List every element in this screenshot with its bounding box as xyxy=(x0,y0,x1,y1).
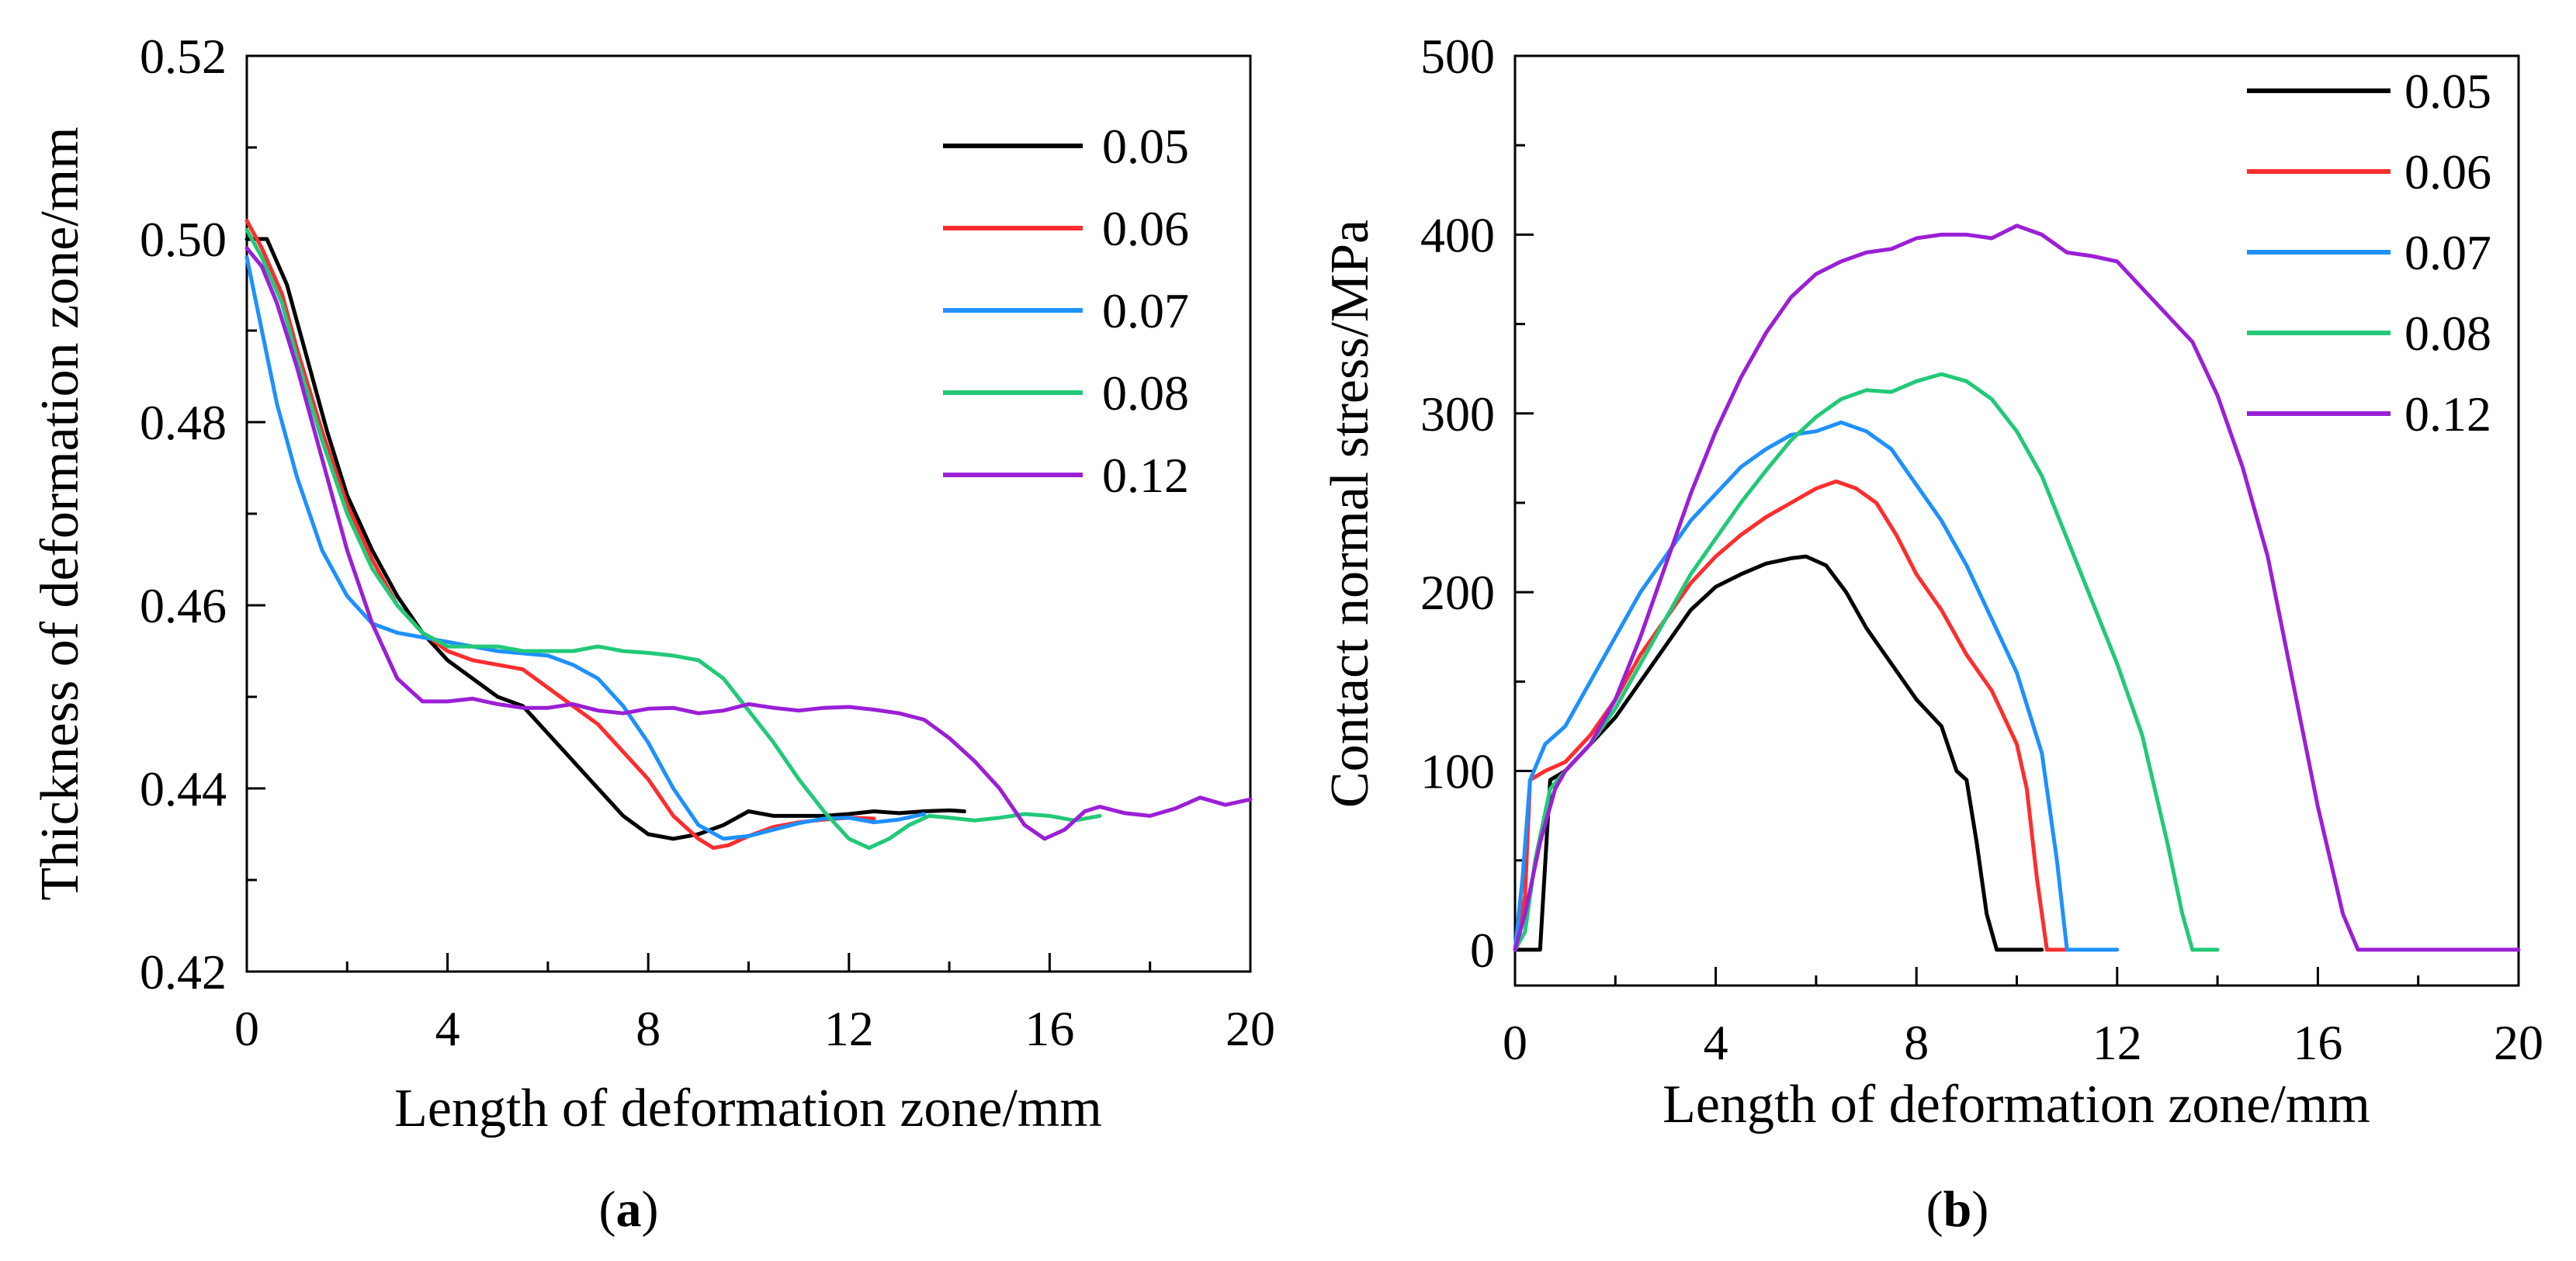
chart-b-legend-label: 0.12 xyxy=(2404,386,2491,442)
chart-b-legend-label: 0.08 xyxy=(2404,306,2491,361)
chart-a-xtick-label: 4 xyxy=(435,1001,460,1056)
chart-b-ylabel: Contact normal stress/MPa xyxy=(1320,220,1380,808)
chart-a-ytick-label: 0.44 xyxy=(140,761,227,816)
chart-a-ylabel: Thickness of deformation zone/mm xyxy=(30,126,90,900)
chart-b-series-0_05 xyxy=(1513,554,2044,952)
chart-b-series-0_12 xyxy=(1513,223,2521,952)
chart-a-legend-label: 0.05 xyxy=(1102,119,1189,174)
chart-a-xtick-label: 20 xyxy=(1226,1001,1275,1056)
chart-a-series xyxy=(244,218,1253,850)
chart-b-ytick-label: 0 xyxy=(1470,923,1495,978)
chart-a-series-0_08 xyxy=(244,227,1102,850)
chart-a-series-0_07 xyxy=(244,255,927,841)
chart-b-ticks xyxy=(1513,54,2520,986)
chart-b-series xyxy=(1513,223,2521,952)
chart-b-ytick-label: 400 xyxy=(1420,207,1495,262)
chart-a-xtick-label: 8 xyxy=(636,1001,660,1056)
chart-a-ytick-label: 0.46 xyxy=(140,578,227,633)
chart-a: 0 4 8 12 16 200.420.440.460.480.500.52 0.050.… xyxy=(30,29,1275,1238)
chart-b-legend-label: 0.05 xyxy=(2404,64,2491,119)
chart-a-ytick-label: 0.48 xyxy=(140,395,227,450)
chart-b-xtick-label: 4 xyxy=(1704,1015,1728,1070)
chart-b-series-0_07 xyxy=(1513,420,2120,952)
chart-a-ytick-label: 0.50 xyxy=(140,212,227,267)
chart-b-series-0_06 xyxy=(1513,479,2069,952)
chart-a-legend: 0.05 0.06 0.07 0.08 0.12 xyxy=(943,119,1189,503)
chart-b-legend-label: 0.06 xyxy=(2404,144,2491,199)
chart-a-xtick-label: 16 xyxy=(1025,1001,1074,1056)
chart-b-panel-letter: b xyxy=(1943,1181,1972,1238)
chart-b-legend-label: 0.07 xyxy=(2404,225,2491,280)
chart-b-xtick-label: 20 xyxy=(2494,1015,2543,1070)
chart-a-tick-labels: 0 4 8 12 16 20 0.42 0.44 0.46 0.48 0.50 0.52 xyxy=(140,29,1275,1056)
chart-b-frame xyxy=(1513,54,2520,987)
chart-b-xtick-label: 0 xyxy=(1503,1015,1527,1070)
chart-a-legend-label: 0.06 xyxy=(1102,201,1189,256)
chart-b-xlabel: Length of deformation zone/mm xyxy=(1662,1075,2370,1135)
chart-a-ytick-label: 0.42 xyxy=(140,944,227,999)
chart-a-legend-label: 0.08 xyxy=(1102,365,1189,421)
chart-a-ticks xyxy=(245,54,1252,973)
chart-a-xlabel: Length of deformation zone/mm xyxy=(394,1079,1102,1138)
chart-b-ytick-label: 200 xyxy=(1420,565,1495,620)
chart-b-ytick-label: 100 xyxy=(1420,744,1495,799)
chart-b-xtick-label: 12 xyxy=(2092,1015,2142,1070)
chart-a-panel-letter: a xyxy=(616,1181,642,1238)
chart-a-legend-label: 0.07 xyxy=(1102,283,1189,338)
chart-b-ytick-label: 300 xyxy=(1420,386,1495,442)
chart-a-xtick-label: 12 xyxy=(824,1001,874,1056)
chart-a-series-0_12 xyxy=(244,246,1253,841)
chart-b-xtick-label: 8 xyxy=(1904,1015,1929,1070)
chart-b-legend: 0.05 0.06 0.07 0.08 0.12 xyxy=(2247,64,2491,442)
chart-a-xtick-label: 0 xyxy=(234,1001,259,1056)
chart-a-panel-label: (a) xyxy=(599,1181,659,1238)
chart-b-series-0_08 xyxy=(1513,372,2220,952)
chart-a-legend-label: 0.12 xyxy=(1102,448,1189,503)
chart-b-ytick-label: 500 xyxy=(1420,29,1495,84)
chart-b-xtick-label: 16 xyxy=(2293,1015,2342,1070)
chart-a-ytick-label: 0.52 xyxy=(140,29,227,84)
chart-a-series-0_05 xyxy=(244,237,966,841)
chart-b-panel-label: (b) xyxy=(1926,1181,1989,1238)
